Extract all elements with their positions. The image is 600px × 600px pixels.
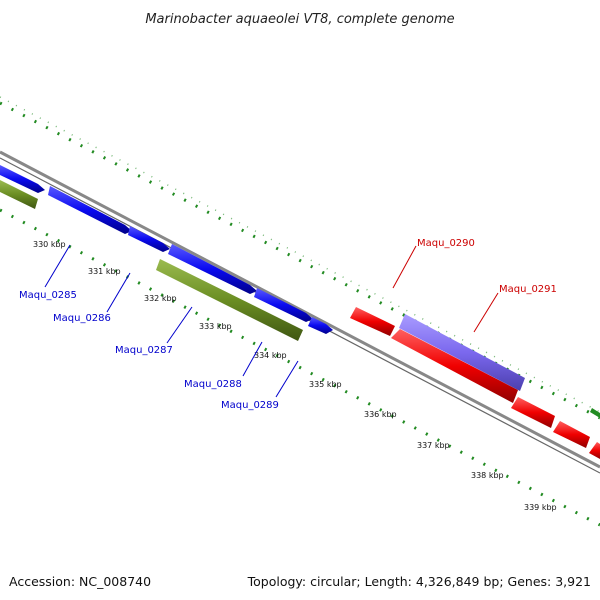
- cds-maqu-0294[interactable]: [589, 442, 600, 459]
- gene-labels: Maqu_0285 Maqu_0286 Maqu_0287 Maqu_0288 …: [19, 238, 557, 411]
- tick-label: 334 kbp: [254, 351, 287, 360]
- cds-maqu-0292[interactable]: [511, 397, 555, 428]
- tick-label: 333 kbp: [199, 322, 232, 331]
- cds-maqu-0289[interactable]: [308, 317, 333, 334]
- tick-track: [0, 208, 600, 527]
- tick-label: 330 kbp: [33, 240, 66, 249]
- feature-purple[interactable]: [399, 314, 525, 391]
- cds-maqu-0285[interactable]: [48, 186, 132, 234]
- tick-label: 339 kbp: [524, 503, 557, 512]
- tick-labels: 330 kbp 331 kbp 332 kbp 333 kbp 334 kbp …: [33, 240, 557, 512]
- gene-label-maqu-0291[interactable]: Maqu_0291: [499, 284, 557, 295]
- tick-label: 337 kbp: [417, 441, 450, 450]
- gene-features: [0, 165, 600, 459]
- cds-maqu-0293[interactable]: [553, 421, 590, 448]
- feature-edge[interactable]: [590, 408, 600, 418]
- gene-leader-lines: [44, 244, 499, 398]
- tick-label: 332 kbp: [144, 294, 177, 303]
- gene-label-maqu-0286[interactable]: Maqu_0286: [53, 313, 111, 324]
- tick-label: 335 kbp: [309, 380, 342, 389]
- gc-skew-outer-track: [0, 96, 600, 420]
- gene-label-maqu-0287[interactable]: Maqu_0287: [115, 345, 173, 356]
- cds-maqu-0291[interactable]: [391, 329, 518, 403]
- gene-label-maqu-0290[interactable]: Maqu_0290: [417, 238, 475, 249]
- cds-maqu-0287[interactable]: [168, 244, 257, 294]
- cds-maqu-0286[interactable]: [128, 226, 170, 252]
- tick-label: 336 kbp: [364, 410, 397, 419]
- gene-label-maqu-0289[interactable]: Maqu_0289: [221, 400, 279, 411]
- cds-maqu-0284[interactable]: [0, 165, 45, 193]
- cds-maqu-0288[interactable]: [254, 288, 313, 322]
- tick-label: 338 kbp: [471, 471, 504, 480]
- rna-feature-a[interactable]: [0, 180, 38, 209]
- rna-feature-b[interactable]: [156, 259, 303, 341]
- accession-text: Accession: NC_008740: [9, 574, 151, 589]
- cds-maqu-0290[interactable]: [350, 307, 395, 336]
- map-title: Marinobacter aquaeolei VT8, complete gen…: [145, 12, 454, 27]
- gene-label-maqu-0288[interactable]: Maqu_0288: [184, 379, 242, 390]
- gene-label-maqu-0285[interactable]: Maqu_0285: [19, 290, 77, 301]
- tick-label: 331 kbp: [88, 267, 121, 276]
- genome-summary-text: Topology: circular; Length: 4,326,849 bp…: [247, 574, 591, 589]
